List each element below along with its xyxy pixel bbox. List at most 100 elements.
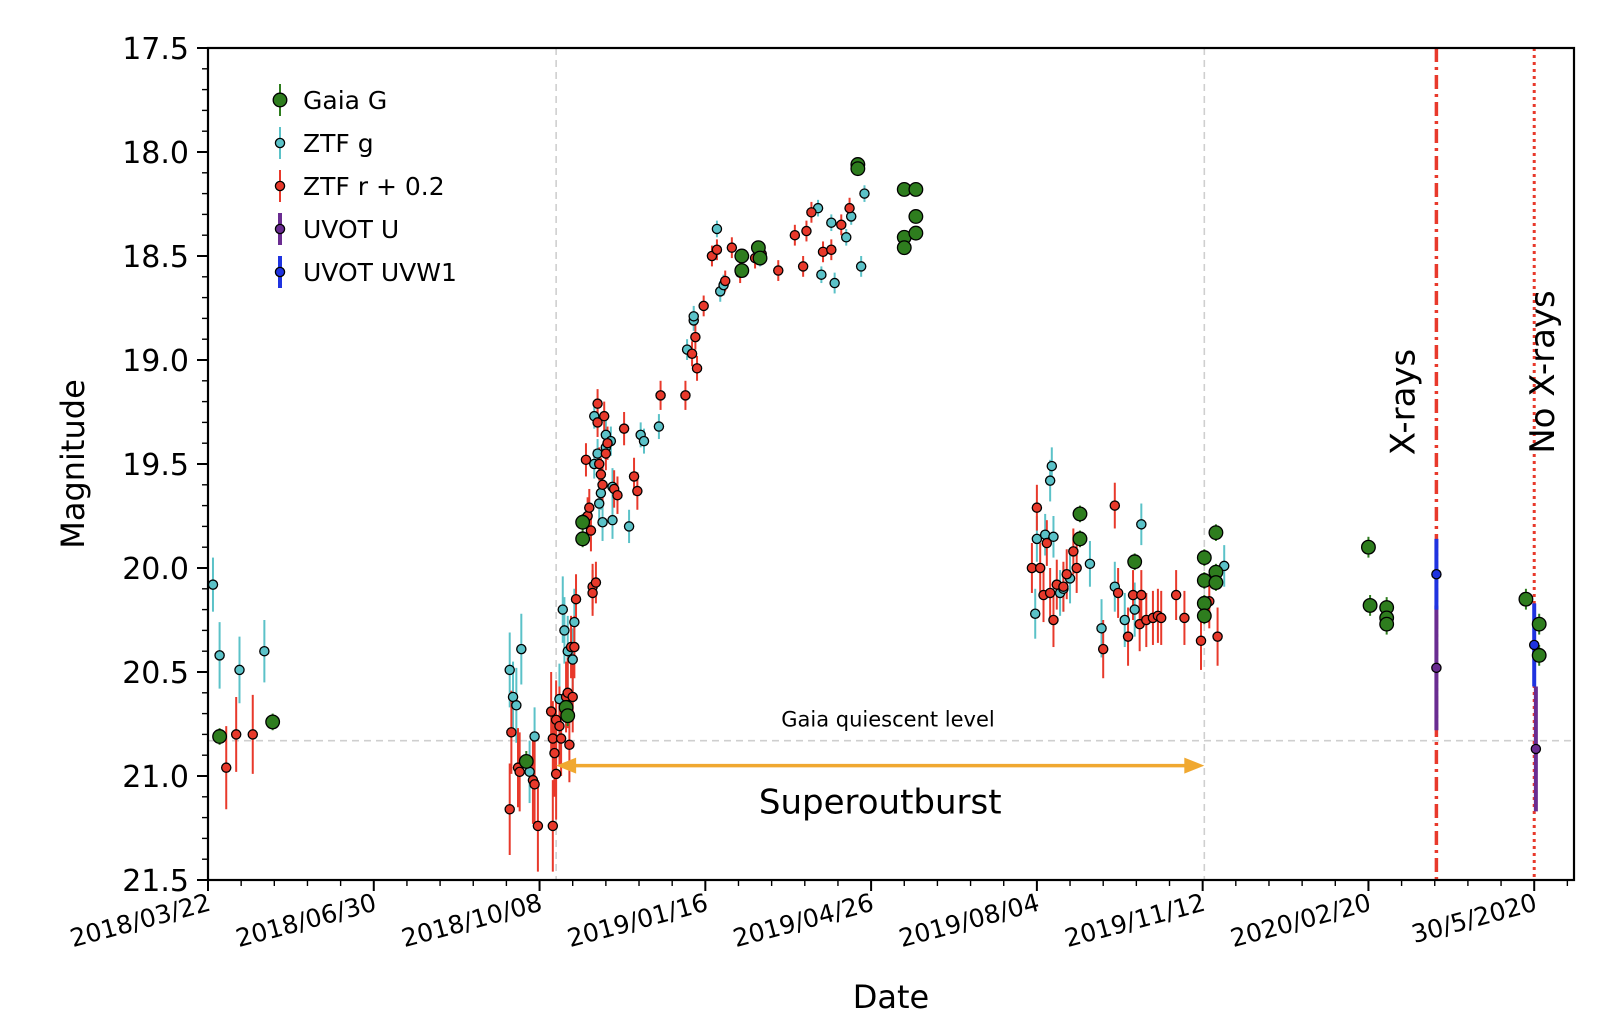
data-point [564,739,575,751]
data-point [1129,604,1140,615]
x-tick-label: 2018/06/30 [233,888,380,953]
data-point [1362,597,1378,613]
data-point [632,485,643,497]
data-point [612,489,623,501]
data-point [686,348,698,360]
data-point [1109,500,1121,511]
data-point [1379,616,1395,632]
x-tick-label: 30/5/2020 [1408,888,1539,949]
data-point [220,762,232,773]
data-point [1046,460,1058,472]
x-tick-label: 2019/01/16 [564,888,711,953]
data-point [1031,533,1043,545]
y-tick-label: 19.0 [122,344,189,379]
data-point [789,229,801,241]
y-tick-label: 18.5 [122,240,189,275]
data-point [719,275,731,287]
y-tick-label: 17.5 [122,32,189,67]
data-point [850,161,866,177]
data-point [1122,631,1134,642]
data-point [1058,581,1069,592]
data-point [602,437,613,449]
data-point [567,691,578,703]
data-point [587,587,598,599]
x-tick-label: 2018/10/08 [398,888,545,953]
legend-marker [274,266,286,278]
data-point [826,244,837,256]
data-point [734,248,750,264]
data-point [265,714,281,730]
data-point [585,525,597,536]
data-point [896,240,912,256]
data-point [797,261,809,272]
data-point [1531,647,1547,663]
data-point [1119,614,1130,626]
legend-label: UVOT U [303,215,399,244]
data-point [545,706,557,717]
data-point [836,219,847,231]
data-point [711,223,723,235]
x-axis-title: Date [853,978,929,1016]
data-point [816,269,827,280]
legend-marker [274,137,286,149]
data-point [597,516,608,528]
data-point [855,261,867,272]
data-point [1518,591,1534,607]
guide-lines [208,48,1574,880]
data-point [569,616,580,628]
data-point [514,766,525,778]
data-point [726,242,738,253]
data-point [1072,506,1088,522]
axes: 17.5 18.0 18.5 19.0 19.5 20.0 20.5 21.0 21.5 2018… [54,32,1576,1016]
data-point [1048,531,1059,543]
data-point [1061,568,1072,580]
data-point [532,820,544,832]
data-point [773,265,784,276]
legend: Gaia G ZTF g ZTF r + 0.2 UVOT U UVOT UVW1 [272,84,457,288]
data-point [1531,616,1547,632]
data-point [598,410,610,422]
data-point [680,390,691,401]
data-point [1431,662,1442,674]
data-point [570,593,582,605]
data-point [592,398,603,409]
legend-label: ZTF g [303,129,374,158]
data-point [584,502,595,513]
data-point [1155,612,1167,624]
data-point [559,625,570,636]
data-point [595,469,607,480]
legend-marker [272,92,288,108]
data-point [511,700,522,711]
data-point [593,498,605,509]
data-point [1136,519,1147,530]
data-point [506,727,517,738]
data-point [567,654,578,665]
data-point [560,708,576,724]
data-point [638,435,650,447]
data-point [247,729,259,740]
data-point [547,820,559,832]
data-point [1127,554,1143,570]
y-axis-title: Magnitude [54,379,92,549]
data-point [1196,550,1212,566]
data-point [1530,743,1542,755]
y-tick-label: 19.5 [122,448,189,483]
superoutburst-arrow-head-left [556,757,577,774]
superoutburst-label: Superoutburst [759,783,1002,823]
data-point [655,390,666,401]
data-point [234,664,245,676]
data-point [752,250,768,266]
data-point [1071,562,1082,574]
data-point [1031,502,1043,513]
superoutburst-arrow-head-right [1184,757,1205,774]
data-point [214,650,225,661]
data-point [504,804,515,815]
data-point [1195,635,1207,647]
data-point [844,202,855,214]
data-point [1196,608,1212,624]
data-point [1212,631,1223,642]
data-point [1097,643,1109,655]
data-point [1179,612,1190,624]
data-point [908,225,924,241]
